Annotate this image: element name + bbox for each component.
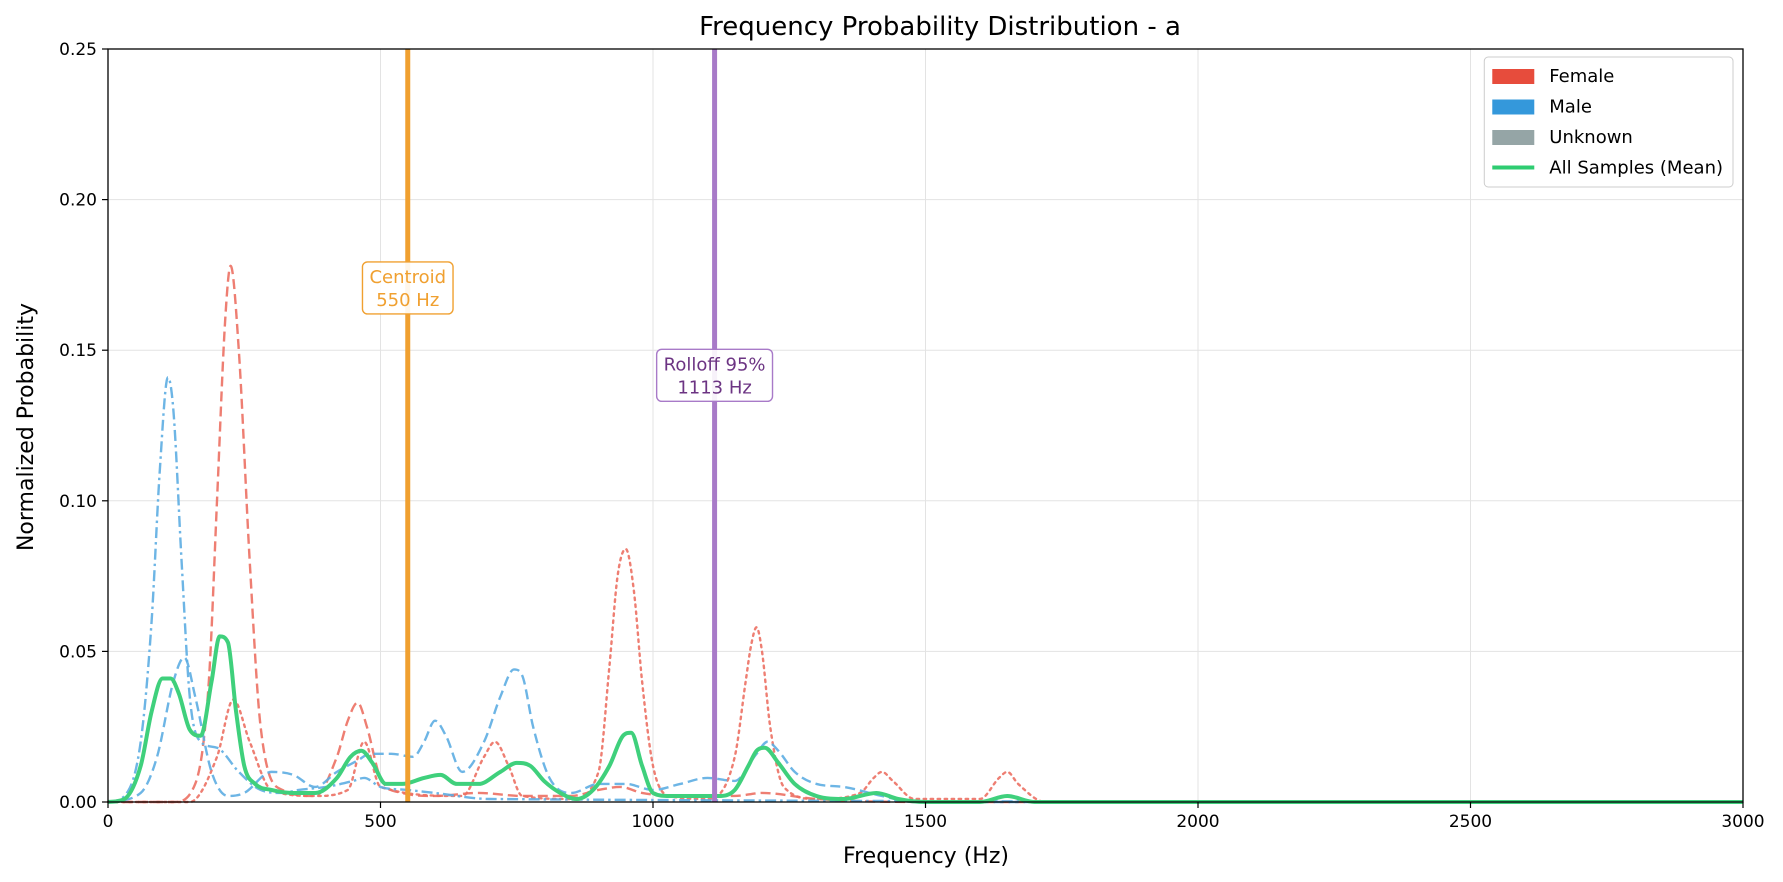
- annotation-box: [361, 261, 454, 315]
- x-tick-label: 3000: [1721, 812, 1764, 832]
- x-tick-label: 0: [103, 812, 114, 832]
- y-tick-label: 0.00: [59, 793, 97, 813]
- x-tick-label: 1000: [631, 812, 674, 832]
- x-axis-label: Frequency (Hz): [843, 844, 1009, 869]
- legend-label-all-samples-mean: All Samples (Mean): [1549, 158, 1723, 179]
- legend-box: [1483, 56, 1734, 188]
- x-tick-label: 2000: [1176, 812, 1219, 832]
- chart-title: Frequency Probability Distribution - a: [699, 12, 1181, 42]
- y-tick-label: 0.20: [59, 191, 97, 211]
- y-tick-label: 0.25: [59, 40, 97, 60]
- x-tick-label: 500: [364, 812, 396, 832]
- legend-label-female: Female: [1549, 66, 1614, 87]
- legend-swatch-female: [1492, 69, 1535, 84]
- vline-annotation: Rolloff 95%1113 Hz: [655, 348, 774, 402]
- annotation-value: 1113 Hz: [677, 377, 752, 398]
- legend-swatch-male: [1492, 99, 1535, 115]
- legend-label-male: Male: [1549, 97, 1592, 118]
- annotation-label: Rolloff 95%: [664, 354, 766, 375]
- y-tick-label: 0.10: [59, 492, 97, 512]
- y-tick-label: 0.05: [59, 642, 97, 662]
- legend: Female Male Unknown All Samples (Mean): [1483, 56, 1734, 188]
- series-line-male-dashdot: [107, 376, 1744, 804]
- series-line-female-dashed: [108, 264, 1743, 804]
- series-line-all-samples-mean-solid: [107, 634, 1743, 805]
- series-line-female-dotted: [106, 547, 1745, 804]
- y-tick-label: 0.15: [59, 341, 97, 361]
- annotation-box: [655, 348, 774, 402]
- axis-ticks: 0 500 1000 1500 2000 2500 3000 0.00 0.05 0.10 0.15…: [59, 40, 1764, 832]
- x-tick-label: 2500: [1449, 812, 1492, 832]
- legend-label-unknown: Unknown: [1549, 127, 1633, 148]
- series-layer: [106, 264, 1745, 805]
- series-line-male-dashed: [107, 656, 1743, 804]
- annotation-value: 550 Hz: [376, 290, 439, 311]
- x-tick-label: 1500: [904, 812, 947, 832]
- legend-swatch-unknown: [1492, 130, 1535, 145]
- y-axis-label: Normalized Probability: [14, 303, 39, 551]
- annotation-label: Centroid: [369, 267, 446, 288]
